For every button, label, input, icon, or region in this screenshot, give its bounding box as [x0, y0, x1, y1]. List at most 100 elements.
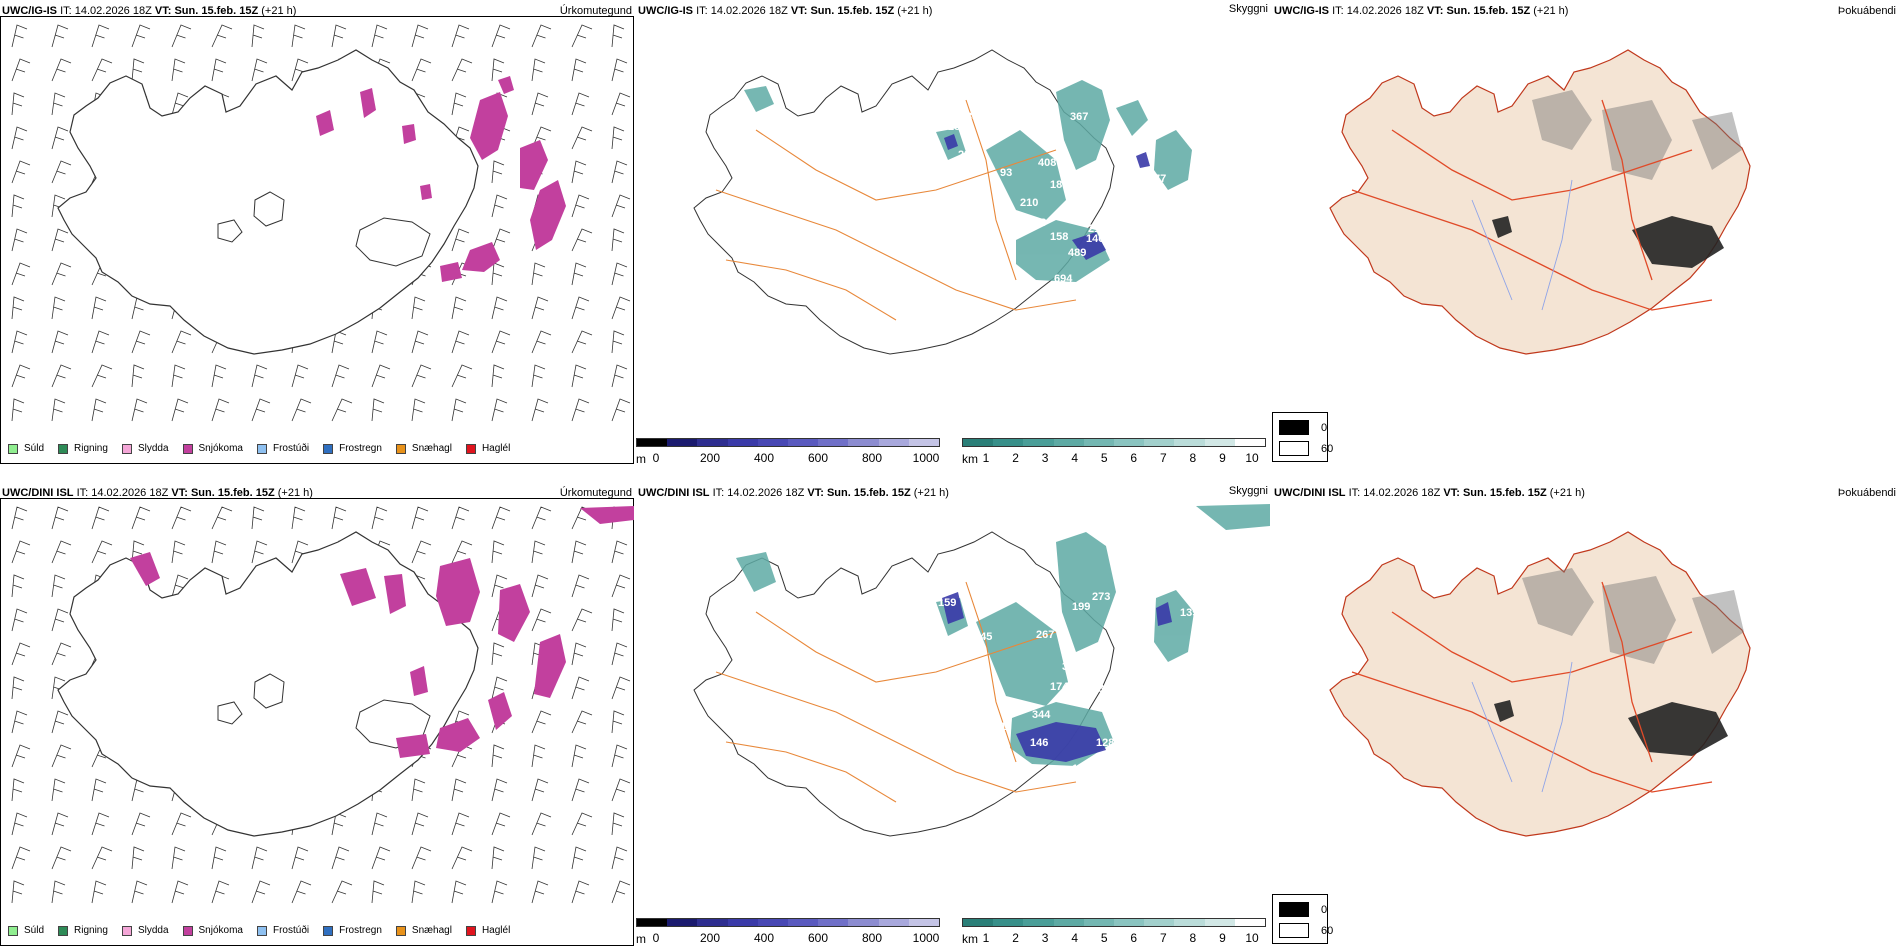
- it-label: IT:: [1348, 487, 1361, 499]
- ceiling-value-label: 228: [958, 149, 976, 161]
- wind-barb: [11, 574, 25, 598]
- colorbar-segment: [667, 919, 698, 926]
- road-network: [1351, 99, 1713, 311]
- colorbar-segment: [788, 919, 819, 926]
- wind-barb: [531, 778, 549, 802]
- wind-barb: [451, 296, 467, 320]
- wind-barb: [11, 506, 28, 530]
- wind-barb: [411, 812, 429, 836]
- colorbar-segment: [1234, 439, 1266, 446]
- precip-legend-item: Haglél: [465, 925, 510, 936]
- fog-legend: 0 60: [1272, 412, 1333, 462]
- wind-barb: [371, 846, 391, 870]
- wind-barb: [51, 812, 69, 836]
- wind-barb: [491, 24, 511, 48]
- colorbar-tick-label: 4: [1071, 931, 1078, 945]
- wind-barb: [51, 126, 69, 150]
- precip-legend-swatch: [182, 443, 193, 454]
- colorbar-tick-label: 9: [1219, 931, 1226, 945]
- wind-barb: [51, 228, 69, 252]
- fog-legend-swatch: [1279, 923, 1309, 938]
- fog-index-light: [1522, 568, 1744, 664]
- wind-barb: [491, 676, 508, 700]
- ceiling-value-label: 287: [1140, 721, 1158, 733]
- precip-panel-bottom: UWC/DINI ISL IT: 14.02.2026 18Z VT: Sun.…: [0, 482, 636, 950]
- colorbar-tick-label: 1000: [912, 451, 940, 465]
- precip-map: [11, 24, 631, 422]
- road-network: [715, 99, 1077, 321]
- ceiling-value-label: 171: [988, 721, 1006, 733]
- colorbar-segment: [727, 439, 758, 446]
- colorbar-segment: [1023, 919, 1054, 926]
- wind-barb: [571, 364, 587, 388]
- wind-barb: [91, 812, 110, 836]
- wind-barb: [411, 364, 432, 388]
- colorbar-tick-label: 7: [1159, 451, 1167, 465]
- it-value: 14.02.2026 18Z: [1346, 5, 1424, 17]
- wind-barb: [571, 126, 593, 150]
- wind-barb: [571, 330, 593, 354]
- wind-barb: [91, 398, 107, 422]
- wind-barb: [131, 398, 148, 422]
- road-network: [1351, 581, 1713, 793]
- wind-barb: [131, 880, 148, 904]
- colorbar-tick-label: 4: [1071, 451, 1078, 465]
- wind-barb: [611, 676, 631, 700]
- ceiling-value-label: 141: [1072, 763, 1090, 775]
- wind-barb: [11, 364, 31, 388]
- vt-value: Sun. 15.feb. 15Z: [190, 487, 275, 499]
- ceiling-strip: [636, 438, 940, 447]
- ceiling-value-label: 364: [918, 715, 937, 727]
- wind-barb: [291, 506, 306, 530]
- wind-barb: [571, 540, 587, 564]
- vt-label: VT:: [154, 5, 172, 17]
- wind-barb: [131, 846, 145, 870]
- panel-title: Þokuábendi: [1837, 487, 1896, 499]
- wind-barb: [11, 228, 28, 252]
- ceiling-value-label: 93: [1000, 167, 1012, 179]
- wind-barb: [331, 506, 347, 530]
- it-value: 14.02.2026 18Z: [727, 487, 805, 499]
- wind-barb: [491, 540, 505, 564]
- wind-barb: [51, 398, 66, 422]
- ceiling-value-label: 159: [938, 597, 956, 609]
- wind-barb: [571, 744, 587, 768]
- wind-barb: [571, 398, 590, 422]
- lead-time: (+21 h): [897, 5, 933, 17]
- wind-barb: [171, 364, 186, 388]
- lead-time: (+21 h): [1549, 487, 1585, 499]
- colorbar-tick-label: 600: [807, 451, 829, 465]
- precip-legend-swatch: [256, 925, 267, 936]
- panel-title: Úrkomutegund: [559, 5, 632, 17]
- it-value: 14.02.2026 18Z: [91, 487, 169, 499]
- precip-legend-swatch: [121, 443, 132, 454]
- precip-legend-label: Frostúði: [272, 925, 310, 936]
- wind-barb: [251, 58, 268, 82]
- ceiling-value-label: 489: [1150, 191, 1168, 203]
- wind-barb: [611, 58, 628, 82]
- precip-legend-item: Frostúði: [256, 925, 310, 936]
- wind-barb: [491, 160, 505, 184]
- wind-barb: [611, 296, 631, 320]
- colorbar-tick-label: 3: [1041, 451, 1049, 465]
- wind-barb: [451, 778, 467, 802]
- ceiling-value-label: 267: [1036, 629, 1054, 641]
- wind-barb: [171, 506, 192, 530]
- precip-legend-swatch: [465, 925, 476, 936]
- wind-barb: [371, 506, 388, 530]
- fog-panel-bottom: UWC/DINI ISL IT: 14.02.2026 18Z VT: Sun.…: [1272, 482, 1900, 950]
- vt-label: VT:: [1443, 487, 1460, 499]
- wind-barb: [571, 262, 587, 286]
- fog-legend-item: 60: [1279, 441, 1333, 456]
- wind-barb: [91, 880, 107, 904]
- wind-barb: [51, 296, 66, 320]
- panel-title: Skyggni: [1228, 3, 1268, 15]
- iceland-outline: [57, 49, 479, 355]
- colorbar-segment: [908, 439, 940, 446]
- colorbar-segment: [788, 439, 819, 446]
- wind-barb: [451, 540, 473, 564]
- wind-barb: [211, 398, 230, 422]
- wind-barb: [451, 24, 470, 48]
- wind-barb: [331, 24, 347, 48]
- wind-barb: [291, 846, 309, 870]
